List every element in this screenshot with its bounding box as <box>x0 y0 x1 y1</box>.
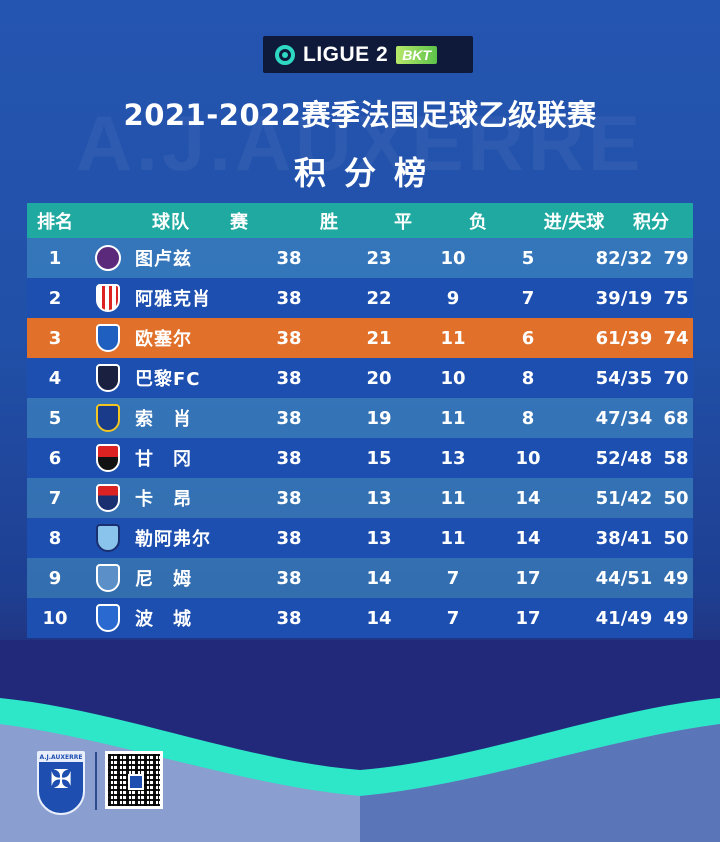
ligue2-text: LIGUE 2 <box>303 42 389 66</box>
le-havre-crest-icon <box>96 524 120 552</box>
qr-code[interactable] <box>105 751 163 809</box>
guingamp-crest-icon <box>96 444 120 472</box>
page-title: 2021-2022赛季法国足球乙级联赛 <box>123 98 597 132</box>
nimes-crest-icon <box>96 564 120 592</box>
col-rank: 排名 <box>37 211 73 233</box>
ajaccio-crest-icon <box>96 284 120 312</box>
table-row: 1 图卢兹 38 23 10 5 82/32 79 <box>27 238 693 278</box>
table-row: 6 甘 冈 38 15 13 10 52/48 58 <box>27 438 693 478</box>
table-header: 排名 球队 赛 胜 平 负 进/失球 积分 <box>27 203 693 238</box>
col-played: 赛 <box>230 211 248 233</box>
auxerre-club-logo: A.J.AUXERRE ✠ <box>37 751 85 815</box>
caen-crest-icon <box>96 484 120 512</box>
col-drawn: 平 <box>394 211 412 233</box>
table-row: 8 勒阿弗尔 38 13 11 14 38/41 50 <box>27 518 693 558</box>
toulouse-crest-icon <box>95 245 121 271</box>
ligue2-icon <box>275 44 295 65</box>
col-lost: 负 <box>469 211 487 233</box>
page-subtitle: 积分榜 <box>293 154 444 192</box>
col-points: 积分 <box>633 211 669 233</box>
bottom-wave-decoration <box>0 698 720 842</box>
footer-divider <box>95 752 97 810</box>
table-row: 10 波 城 38 14 7 17 41/49 49 <box>27 598 693 638</box>
table-row: 7 卡 昂 38 13 11 14 51/42 50 <box>27 478 693 518</box>
sochaux-crest-icon <box>96 404 120 432</box>
maltese-cross-icon: ✠ <box>50 765 72 795</box>
bkt-badge: BKT <box>396 45 437 64</box>
col-team: 球队 <box>152 211 190 233</box>
standings-table: 排名 球队 赛 胜 平 负 进/失球 积分 1 图卢兹 38 23 10 5 8… <box>27 203 693 638</box>
table-row: 5 索 肖 38 19 11 8 47/34 68 <box>27 398 693 438</box>
table-row: 2 阿雅克肖 38 22 9 7 39/19 75 <box>27 278 693 318</box>
col-won: 胜 <box>320 211 338 233</box>
watermark-text: A.J.AUXERRE <box>75 99 645 187</box>
table-row: 9 尼 姆 38 14 7 17 44/51 49 <box>27 558 693 598</box>
pau-crest-icon <box>96 604 120 632</box>
auxerre-crest-icon <box>96 324 120 352</box>
ligue2-logo: LIGUE 2 BKT <box>263 36 473 73</box>
paris-fc-crest-icon <box>96 364 120 392</box>
table-row: 4 巴黎FC 38 20 10 8 54/35 70 <box>27 358 693 398</box>
table-row-highlighted: 3 欧塞尔 38 21 11 6 61/39 74 <box>27 318 693 358</box>
col-goals: 进/失球 <box>543 211 605 233</box>
